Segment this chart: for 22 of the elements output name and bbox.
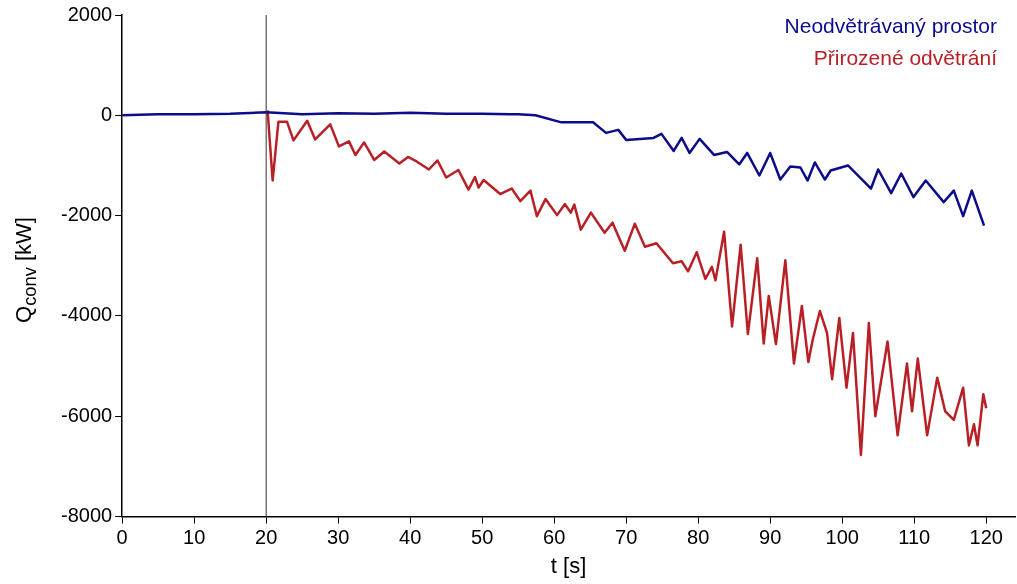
x-tick-label: 70 <box>615 526 638 549</box>
x-tick-label: 50 <box>471 526 494 549</box>
x-tick-label: 120 <box>969 526 1003 549</box>
x-tick-label: 40 <box>399 526 422 549</box>
x-tick-label: 10 <box>183 526 206 549</box>
y-tick-label: -2000 <box>61 203 113 226</box>
text: Neodvětrávaný prostor <box>784 14 997 38</box>
text: Přirozené odvětrání <box>813 46 998 70</box>
x-axis-title: t [s] <box>550 552 587 578</box>
y-tick-label: 2000 <box>67 2 113 25</box>
x-tick-label: 30 <box>327 526 350 549</box>
x-tick-label: 100 <box>825 526 859 549</box>
x-tick-label: 80 <box>687 526 710 549</box>
x-tick-label: 90 <box>759 526 782 549</box>
y-tick-label: -6000 <box>61 403 113 426</box>
y-tick-label: -4000 <box>61 303 113 326</box>
y-tick-label: 0 <box>101 102 113 125</box>
x-tick-label: 60 <box>543 526 566 549</box>
x-tick-label: 0 <box>116 526 128 549</box>
x-tick-label: 20 <box>255 526 278 549</box>
x-tick-label: 110 <box>898 526 931 549</box>
y-tick-label: -8000 <box>61 504 113 527</box>
